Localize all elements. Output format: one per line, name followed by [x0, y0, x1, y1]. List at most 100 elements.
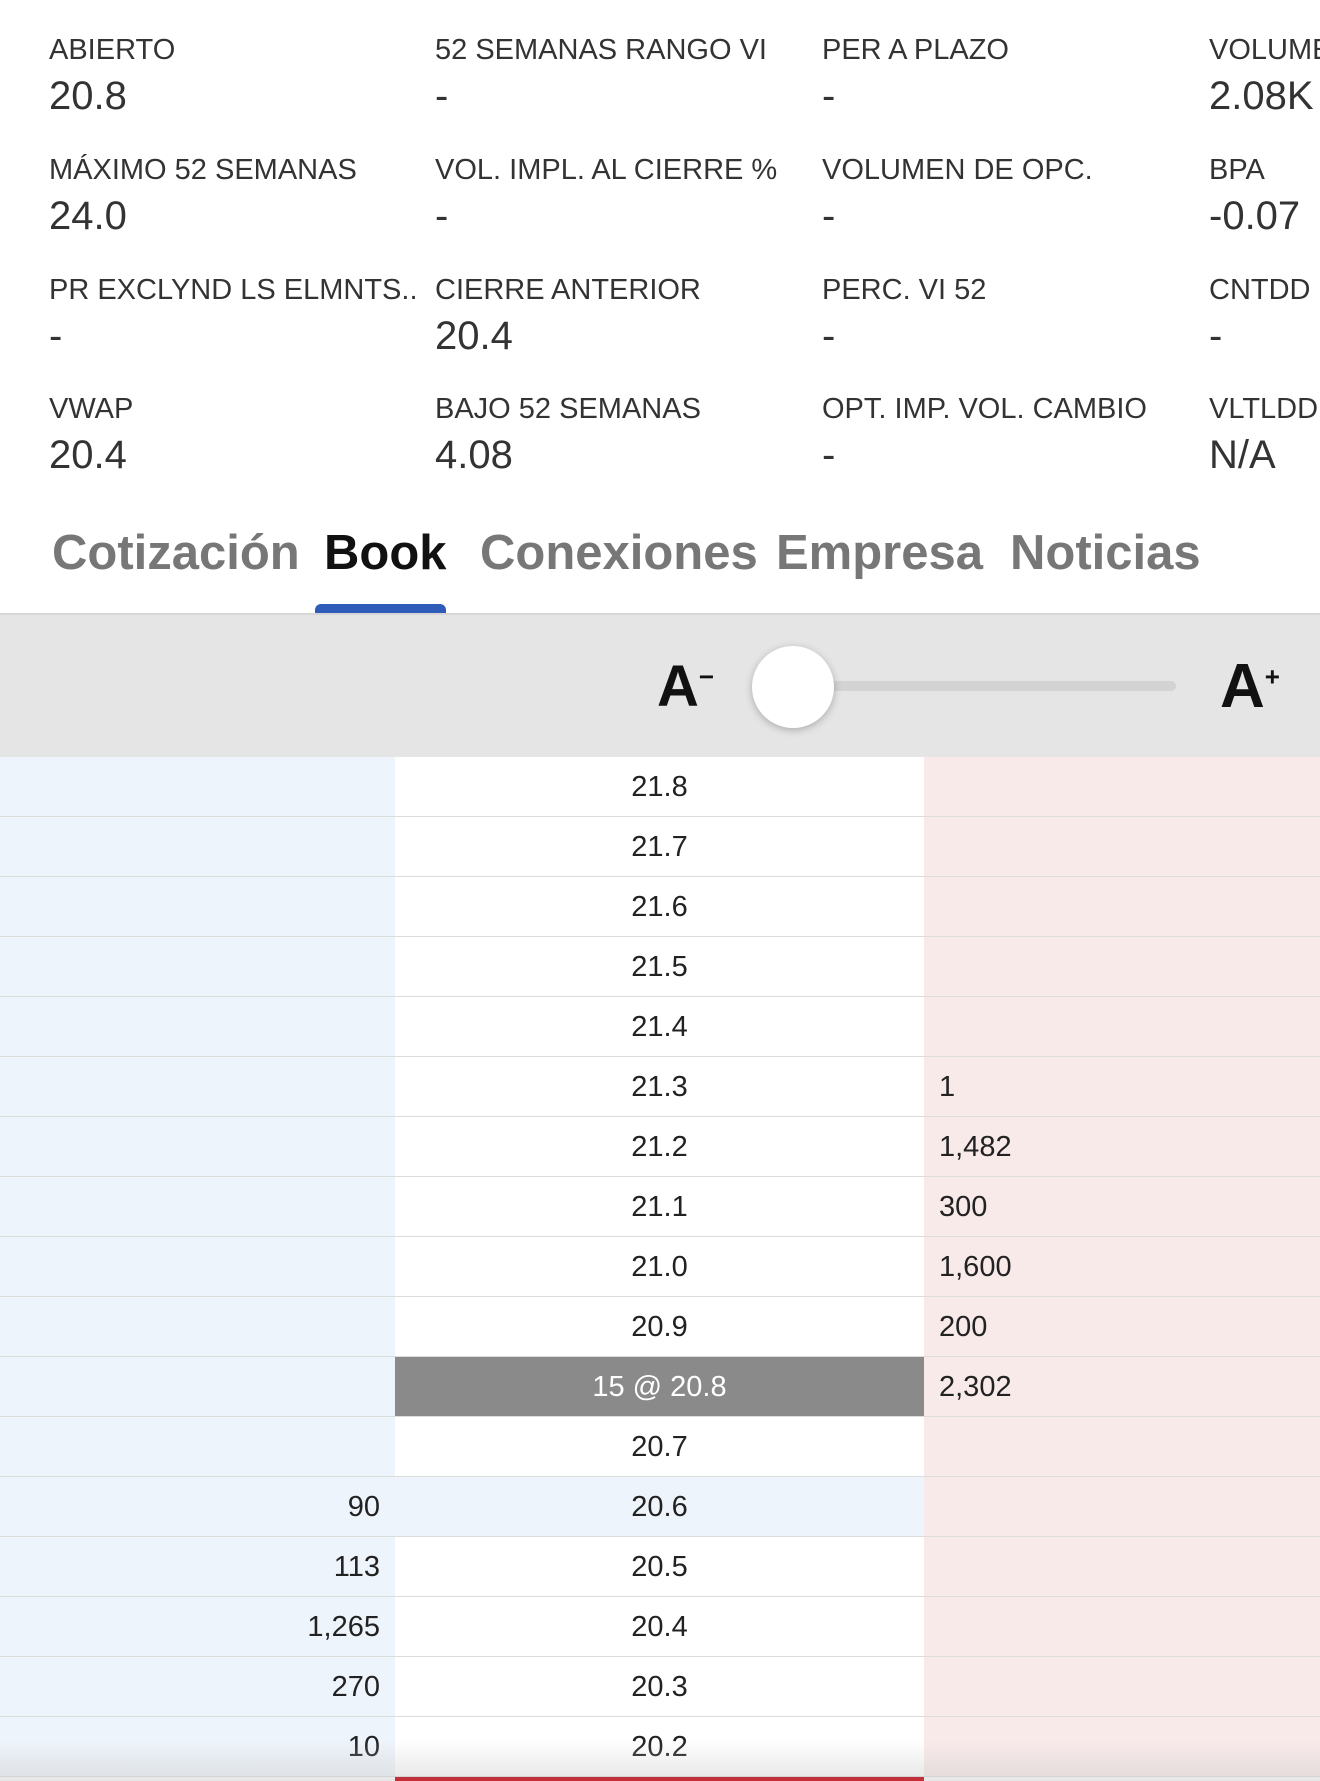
price-level[interactable]: 21.8: [395, 757, 924, 817]
stat-value: -: [822, 314, 836, 358]
stat-label: VWAP: [49, 393, 134, 425]
price-level[interactable]: 20.9: [395, 1297, 924, 1357]
stat-label: ABIERTO: [49, 34, 176, 66]
slider-track: [793, 681, 1176, 691]
stat-label: VOLUME: [1209, 34, 1320, 66]
stat-label: BPA: [1209, 154, 1265, 186]
order-book: 21.8 21.7 21.6 21.5 21.4 21.3 1 21.2 1,482 21.1 30…: [0, 757, 1320, 1781]
tab[interactable]: Empresa: [776, 526, 984, 580]
ask-size: [924, 757, 1320, 817]
stat-value: -: [822, 433, 836, 477]
price-level[interactable]: 20.6: [395, 1477, 924, 1537]
price-level[interactable]: 21.4: [395, 997, 924, 1057]
bid-size: [0, 1057, 395, 1117]
stat-value: 4.08: [435, 433, 513, 477]
bid-size: [0, 997, 395, 1057]
stat-label: PER A PLAZO: [822, 34, 1009, 66]
price-level[interactable]: 20.7: [395, 1417, 924, 1477]
stat-label: VOLUMEN DE OPC.: [822, 154, 1093, 186]
ask-size: 200: [924, 1297, 1320, 1357]
tab[interactable]: Cotización: [52, 526, 300, 580]
font-size-bar: A− A+: [0, 615, 1320, 757]
larger-font-button[interactable]: A+: [1220, 652, 1280, 721]
smaller-font-button[interactable]: A−: [657, 654, 715, 719]
stat-value: -: [1209, 314, 1223, 358]
price-level[interactable]: 20.5: [395, 1537, 924, 1597]
bid-size: [0, 1417, 395, 1477]
stat-label: VOL. IMPL. AL CIERRE %: [435, 154, 778, 186]
stat-label: MÁXIMO 52 SEMANAS: [49, 154, 357, 186]
stat-label: PERC. VI 52: [822, 274, 987, 306]
ask-size: [924, 1477, 1320, 1537]
tab-divider: [0, 613, 1320, 615]
stat-label: CNTDD D: [1209, 274, 1320, 306]
smaller-font-label: A: [657, 654, 699, 719]
last-trade[interactable]: 15 @ 20.8: [395, 1357, 924, 1417]
stat-value: 20.8: [49, 74, 127, 118]
tab[interactable]: Book: [324, 526, 447, 580]
ask-size: 1,600: [924, 1237, 1320, 1297]
stat-label: CIERRE ANTERIOR: [435, 274, 701, 306]
stat-value: -0.07: [1209, 194, 1301, 238]
stat-value: 2.08K: [1209, 74, 1314, 118]
stats-grid: ABIERTO 20.8 52 SEMANAS RANGO VI - PER A PLA…: [0, 0, 1320, 500]
ask-size: [924, 1657, 1320, 1717]
stat-value: -: [822, 194, 836, 238]
price-level[interactable]: 21.2: [395, 1117, 924, 1177]
slider-knob[interactable]: [752, 646, 834, 728]
ask-size: 2,302: [924, 1357, 1320, 1417]
price-level[interactable]: 20.3: [395, 1657, 924, 1717]
bid-size: [0, 937, 395, 997]
ask-size: [924, 877, 1320, 937]
ask-size: 1: [924, 1057, 1320, 1117]
bottom-shadow: [0, 1740, 1320, 1781]
bid-size: 113: [0, 1537, 395, 1597]
price-level[interactable]: 20.2: [395, 1717, 924, 1777]
ask-size: [924, 817, 1320, 877]
tab[interactable]: Conexiones: [480, 526, 758, 580]
stat-value: -: [435, 74, 449, 118]
ask-size: 300: [924, 1177, 1320, 1237]
price-level[interactable]: 21.7: [395, 817, 924, 877]
bid-size: [0, 1357, 395, 1417]
ask-size: [924, 937, 1320, 997]
stat-value: -: [822, 74, 836, 118]
tab[interactable]: Noticias: [1010, 526, 1201, 580]
bid-size: 270: [0, 1657, 395, 1717]
stat-value: N/A: [1209, 433, 1276, 477]
active-tab-indicator: [315, 604, 446, 614]
ask-size: [924, 1597, 1320, 1657]
price-level[interactable]: 21.5: [395, 937, 924, 997]
stat-label: VLTLDD: [1209, 393, 1319, 425]
bid-size: [0, 1117, 395, 1177]
price-level[interactable]: 21.6: [395, 877, 924, 937]
ask-size: [924, 1717, 1320, 1777]
price-level[interactable]: 21.1: [395, 1177, 924, 1237]
ask-size: [924, 997, 1320, 1057]
bid-size: 1,265: [0, 1597, 395, 1657]
stat-label: PR EXCLYND LS ELMNTS...: [49, 274, 419, 306]
tab-bar: Cotización Book Conexiones Empresa Noticias: [0, 500, 1320, 615]
price-level[interactable]: 20.4: [395, 1597, 924, 1657]
bid-size: [0, 817, 395, 877]
price-level[interactable]: 21.0: [395, 1237, 924, 1297]
stat-value: -: [49, 314, 63, 358]
stat-label: 52 SEMANAS RANGO VI: [435, 34, 767, 66]
stat-label: BAJO 52 SEMANAS: [435, 393, 701, 425]
bid-size: 90: [0, 1477, 395, 1537]
price-level[interactable]: 21.3: [395, 1057, 924, 1117]
stat-value: 20.4: [49, 433, 127, 477]
bid-size: [0, 1177, 395, 1237]
bid-size: [0, 1297, 395, 1357]
stat-value: -: [435, 194, 449, 238]
ask-size: [924, 1537, 1320, 1597]
bid-size: [0, 877, 395, 937]
bid-size: 10: [0, 1717, 395, 1777]
bid-size: [0, 1237, 395, 1297]
larger-font-label: A: [1220, 652, 1265, 721]
ask-size: [924, 1417, 1320, 1477]
stat-label: OPT. IMP. VOL. CAMBIO: [822, 393, 1147, 425]
stat-value: 24.0: [49, 194, 127, 238]
stat-value: 20.4: [435, 314, 513, 358]
